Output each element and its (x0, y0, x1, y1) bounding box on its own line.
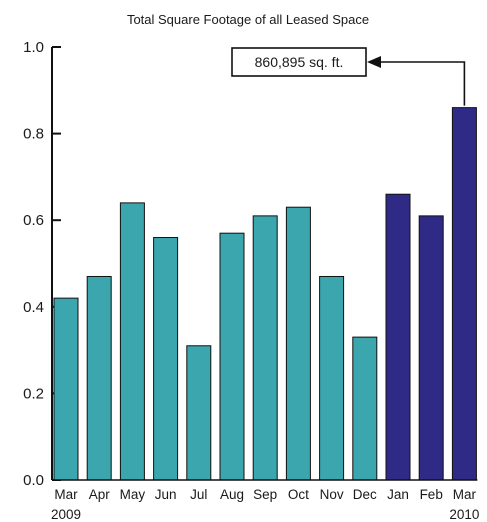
x-tick-label: Aug (220, 487, 244, 502)
y-tick-label: 0.2 (23, 385, 44, 402)
y-tick-label: 1.0 (23, 39, 44, 56)
y-axis: 0.0 0.2 0.4 0.6 0.8 1.0 (23, 39, 61, 489)
x-tick-label: Mar (54, 487, 78, 502)
bars (52, 107, 478, 481)
bar-nov-8 (319, 275, 345, 481)
chart-title: Total Square Footage of all Leased Space (127, 12, 369, 27)
bar-sep-6 (252, 215, 278, 481)
bar-dec-9 (352, 336, 378, 481)
callout-arrow-head (367, 56, 381, 68)
x-tick-label: Nov (320, 487, 344, 502)
bar-apr-1 (86, 275, 112, 481)
x-tick-label: Feb (420, 487, 443, 502)
callout-annotation: 860,895 sq. ft. (231, 47, 466, 106)
y-tick-label: 0.8 (23, 126, 44, 143)
year-label-2009: 2009 (51, 507, 81, 522)
x-tick-label: Mar (453, 487, 477, 502)
bar-oct-7 (285, 206, 311, 481)
x-tick-label: May (120, 487, 146, 502)
bar-may-2 (119, 202, 145, 481)
x-tick-label: Jul (190, 487, 207, 502)
bar-mar-0 (53, 297, 79, 481)
bar-jan-10 (385, 193, 411, 481)
x-tick-label: Jun (155, 487, 177, 502)
x-tick-label: Sep (253, 487, 277, 502)
x-tick-label: Apr (89, 487, 111, 502)
callout-arrow-line (378, 61, 466, 106)
y-tick-label: 0.4 (23, 299, 44, 316)
y-tick-label: 0.6 (23, 212, 44, 229)
bar-aug-5 (219, 232, 245, 481)
bar-mar-12 (451, 107, 477, 481)
year-label-2010: 2010 (449, 507, 479, 522)
x-tick-label: Jan (387, 487, 409, 502)
bar-feb-11 (418, 215, 444, 481)
x-tick-label: Oct (288, 487, 309, 502)
x-axis-labels: Mar Apr May Jun Jul Aug Sep Oct Nov Dec Jan Feb Mar 2… (51, 487, 479, 522)
callout-box (231, 47, 367, 77)
x-tick-label: Dec (353, 487, 377, 502)
callout-text: 860,895 sq. ft. (255, 54, 344, 70)
bar-jul-4 (186, 345, 212, 481)
bar-jun-3 (153, 237, 179, 481)
y-tick-label: 0.0 (23, 472, 44, 489)
